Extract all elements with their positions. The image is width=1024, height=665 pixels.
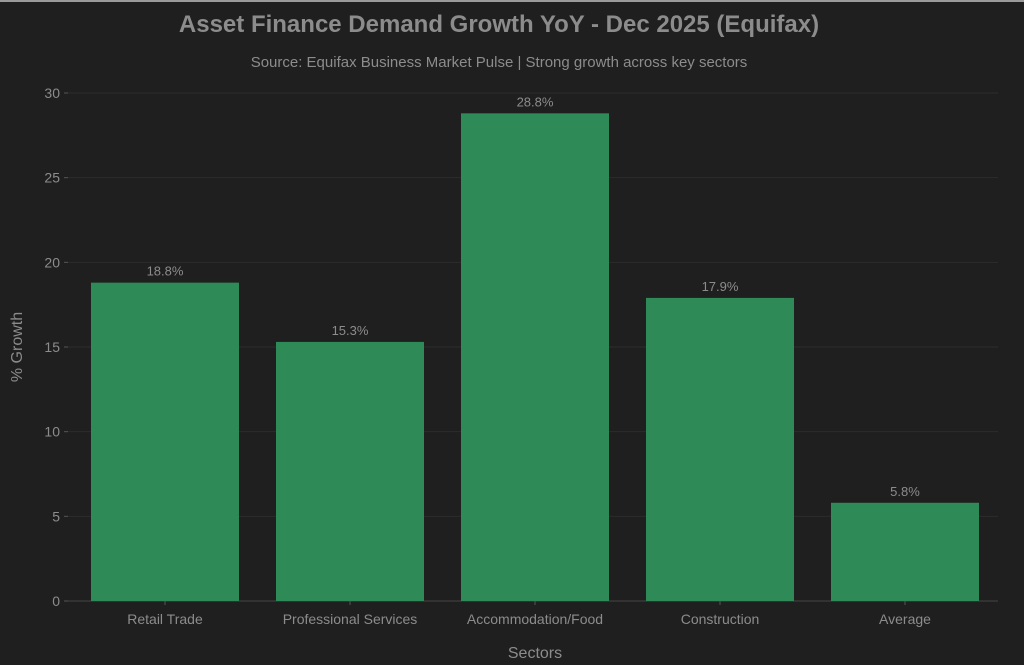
data-label: 15.3% — [332, 323, 369, 338]
data-label: 17.9% — [702, 279, 739, 294]
bar — [831, 502, 979, 601]
data-label: 28.8% — [517, 94, 554, 109]
chart-title: Asset Finance Demand Growth YoY - Dec 20… — [179, 11, 819, 38]
x-axis-label: Sectors — [508, 645, 562, 662]
x-tick-label: Retail Trade — [127, 611, 203, 627]
bar — [461, 113, 609, 601]
bar — [91, 282, 239, 601]
x-tick-label: Average — [879, 611, 931, 627]
chart-subtitle: Source: Equifax Business Market Pulse | … — [251, 54, 748, 71]
y-tick-label: 30 — [44, 85, 60, 101]
y-tick-label: 20 — [44, 254, 60, 270]
data-label: 18.8% — [147, 264, 184, 279]
y-tick-label: 5 — [52, 508, 60, 524]
bar — [276, 341, 424, 601]
x-tick-label: Professional Services — [283, 611, 418, 627]
y-tick-label: 15 — [44, 339, 60, 355]
y-tick-label: 0 — [52, 593, 60, 609]
x-tick-label: Accommodation/Food — [467, 611, 603, 627]
data-label: 5.8% — [890, 484, 920, 499]
bar — [646, 297, 794, 601]
y-axis-label: % Growth — [9, 312, 26, 382]
top-border — [0, 0, 1024, 2]
y-tick-label: 25 — [44, 170, 60, 186]
y-tick-label: 10 — [44, 424, 60, 440]
x-tick-label: Construction — [681, 611, 760, 627]
